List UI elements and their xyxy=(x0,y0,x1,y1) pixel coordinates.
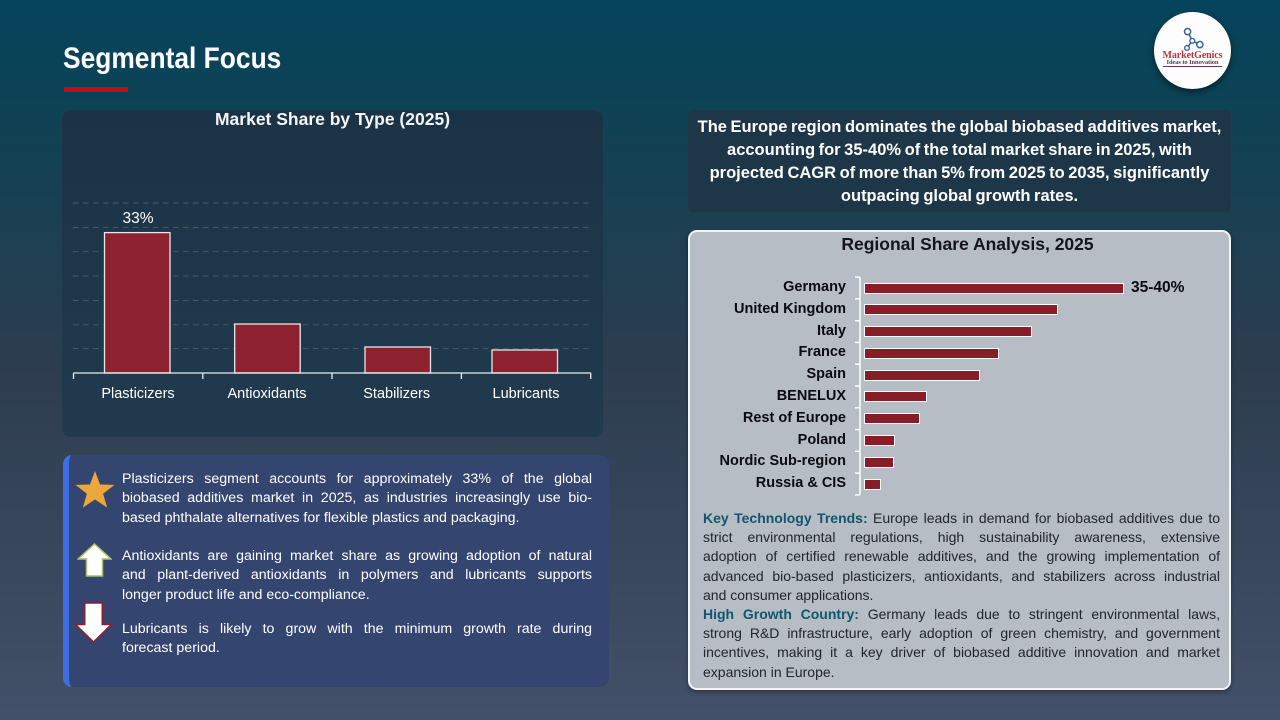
svg-text:33%: 33% xyxy=(122,210,153,227)
svg-text:Lubricants: Lubricants xyxy=(493,386,560,402)
svg-text:Antioxidants: Antioxidants xyxy=(228,386,307,402)
svg-text:Plasticizers: Plasticizers xyxy=(101,386,174,402)
svg-text:Stabilizers: Stabilizers xyxy=(363,386,430,402)
